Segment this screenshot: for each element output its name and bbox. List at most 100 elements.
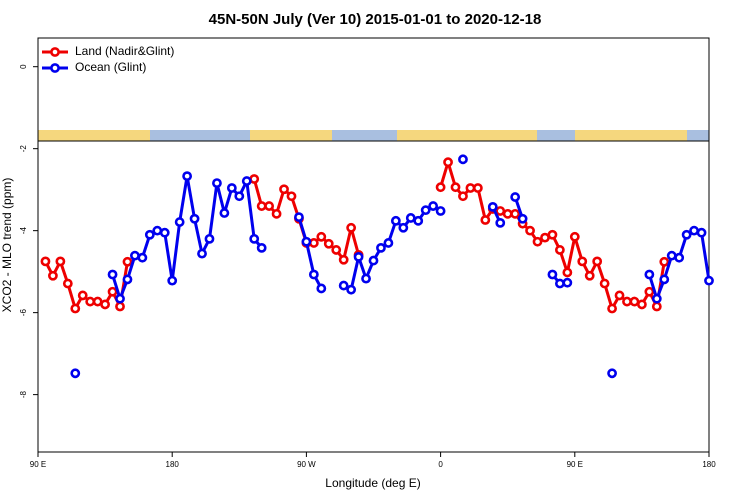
data-point [256, 242, 267, 253]
data-point [472, 183, 483, 193]
data-point [644, 286, 655, 297]
data-point [189, 213, 200, 224]
data-point [480, 215, 491, 225]
chart-title: 45N-50N July (Ver 10) 2015-01-01 to 2020… [209, 11, 542, 28]
data-point [607, 303, 617, 314]
data-point [495, 206, 506, 216]
y-tick-label: -6 [19, 309, 28, 317]
data-point [696, 227, 707, 238]
data-point [226, 183, 237, 193]
data-point [361, 273, 371, 284]
data-point [510, 192, 521, 202]
data-point [666, 250, 677, 261]
data-point [174, 217, 185, 227]
data-point [495, 217, 506, 228]
data-point [115, 301, 125, 312]
data-point [122, 274, 133, 285]
data-point [331, 245, 342, 255]
data-point [279, 184, 289, 195]
data-point [651, 301, 662, 312]
data-point [547, 269, 558, 280]
data-point [323, 238, 334, 249]
land-strip [397, 130, 537, 141]
data-point [301, 236, 312, 247]
land-strip [38, 130, 150, 141]
legend-marker [50, 63, 60, 73]
data-point [458, 154, 468, 165]
data-point [40, 256, 51, 267]
data-point [689, 225, 699, 236]
land-strip [575, 130, 687, 141]
y-tick-label: -4 [19, 227, 28, 235]
data-point [599, 278, 610, 289]
data-point [577, 256, 588, 267]
data-point [182, 171, 193, 182]
data-point [100, 299, 110, 310]
data-point [525, 225, 535, 236]
data-point [651, 293, 662, 304]
data-point [256, 201, 267, 211]
data-point [294, 212, 304, 223]
data-point [420, 205, 431, 216]
data-point [144, 229, 155, 240]
data-point [674, 252, 685, 263]
data-point [554, 278, 565, 289]
y-tick-label: -8 [19, 391, 28, 399]
data-point [368, 255, 379, 266]
data-point [346, 284, 357, 295]
data-point [316, 283, 327, 294]
plot-frame [37, 37, 710, 453]
data-point [197, 248, 207, 259]
data-point [450, 182, 461, 193]
x-axis-label: Longitude (deg E) [325, 476, 420, 490]
data-point [659, 274, 670, 285]
data-point [107, 269, 118, 280]
data-point [532, 236, 543, 247]
ocean-strip [38, 130, 709, 141]
data-point [130, 250, 140, 261]
surface-strip [38, 130, 709, 141]
x-tick-label: 90 E [30, 460, 46, 469]
data-point [607, 368, 617, 379]
land-strip [250, 130, 332, 141]
data-point [77, 290, 88, 301]
data-point [540, 232, 550, 243]
data-point [241, 176, 252, 186]
data-point [85, 296, 96, 307]
data-point [376, 242, 386, 253]
data-point [212, 178, 222, 189]
series-line [111, 174, 711, 301]
data-point [159, 227, 170, 238]
data-point [249, 174, 260, 184]
data-point [92, 296, 103, 307]
data-point [584, 270, 595, 281]
data-point [152, 225, 163, 236]
data-point [487, 201, 498, 212]
data-point [264, 201, 275, 211]
data-point [681, 229, 692, 240]
data-point [443, 157, 453, 168]
data-point [234, 191, 245, 202]
data-point [137, 252, 148, 263]
data-point [219, 208, 230, 218]
data-point [62, 278, 73, 289]
data-point [70, 368, 81, 379]
y-tick-label: 0 [19, 64, 28, 69]
data-point [353, 251, 364, 262]
data-point [517, 213, 528, 224]
data-point [271, 208, 282, 219]
x-tick-label: 180 [702, 460, 716, 469]
data-point [554, 245, 565, 255]
legend-label: Land (Nadir&Glint) [75, 44, 174, 58]
data-point [55, 256, 66, 267]
data-point [562, 267, 573, 278]
data-point [569, 231, 580, 242]
y-axis-label: XCO2 - MLO trend (ppm) [0, 178, 14, 313]
data-point [122, 256, 133, 267]
data-point [562, 277, 573, 288]
data-point [458, 191, 468, 202]
x-tick-label: 90 E [567, 460, 583, 469]
data-point [502, 208, 513, 219]
data-point [390, 215, 401, 226]
